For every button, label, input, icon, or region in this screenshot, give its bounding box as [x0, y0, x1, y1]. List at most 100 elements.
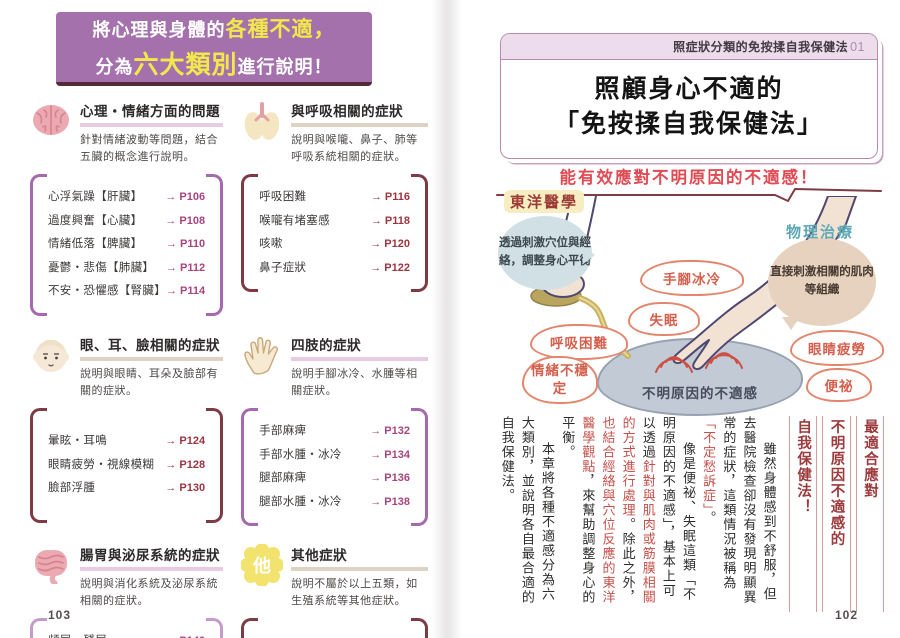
- arrow-icon: →: [370, 238, 382, 251]
- symptom-row: 心浮氣躁【肝臟】 → P106: [48, 186, 205, 210]
- arrow-icon: →: [166, 261, 177, 274]
- symptom-label: 不安・恐懼感【腎臟】: [48, 285, 166, 298]
- arrow-icon: →: [370, 472, 382, 485]
- lungs-icon: [241, 100, 283, 142]
- symptom-row: 腿部水腫・冰冷 → P138: [259, 491, 410, 515]
- symptom-bubble: 眼睛疲勞: [790, 330, 884, 366]
- symptom-list: 暈眩・耳鳴 → P124 眼睛疲勞・視線模糊 → P128 臉部浮腫 → P130: [30, 408, 224, 523]
- article-body: 最適合應對 不明原因不適感的 自我保健法！ 雖然身體感到不舒服，但去醫院檢查卻沒…: [492, 416, 884, 612]
- symptom-label: 手部水腫・冰冷: [259, 448, 342, 461]
- chapter-number: 01: [850, 40, 865, 54]
- section-header: 心理・情緒方面的問題 針對情緒波動等問題，結合五臟的概念進行說明。: [30, 100, 224, 166]
- symptom-label: 呼吸困難: [259, 191, 307, 204]
- page-number-right: 102: [834, 608, 858, 622]
- section-description: 說明與眼睛、耳朵及臉部有關的症狀。: [80, 367, 218, 397]
- section-description: 說明不屬於以上五類，如生殖系統等其他症狀。: [291, 578, 418, 608]
- symptom-list: 心浮氣躁【肝臟】 → P106 過度興奮【心臟】 → P108 情緒低落【脾臟】 → P11…: [30, 174, 224, 316]
- symptom-bubble: 失眠: [628, 302, 700, 336]
- chapter-title-box: 照症狀分類的免按揉自我保健法 01 照顧身心不適的 「免按揉自我保健法」: [500, 33, 878, 159]
- symptom-row: 不安・恐懼感【腎臟】 → P114: [48, 280, 205, 304]
- symptom-row: 腿部麻痺 → P136: [259, 467, 410, 491]
- section-header: 四肢的症狀 說明手腳冰冷、水腫等相關症狀。: [241, 334, 428, 400]
- arrow-icon: →: [166, 285, 177, 298]
- arrow-icon: →: [370, 191, 382, 204]
- banner-highlight: 六大類別: [133, 51, 238, 79]
- page-ref: → P118: [370, 214, 410, 227]
- symptom-row: 手部麻痺 → P132: [259, 420, 410, 444]
- section-title: 心理・情緒方面的問題: [80, 100, 224, 127]
- physiotherapy-bubble-text: 直接刺激相關的肌肉等組織: [770, 266, 874, 296]
- hand-icon: [241, 334, 283, 376]
- symptom-label: 手部麻痺: [259, 425, 307, 437]
- arrow-icon: →: [166, 238, 177, 251]
- banner-text: 進行說明！: [237, 57, 333, 77]
- symptom-label: 情緒低落【脾臟】: [48, 238, 143, 251]
- section-description: 說明手腳冰冷、水腫等相關症狀。: [291, 367, 418, 397]
- chapter-tab-title: 照症狀分類的免按揉自我保健法: [673, 40, 849, 54]
- section-header: 腸胃與泌尿系統的症狀 說明與消化系統及泌尿系統相關的症狀。: [30, 544, 224, 610]
- page-number-left: 103: [48, 608, 72, 622]
- banner-text: 分為: [95, 57, 134, 77]
- page-ref: → P132: [370, 425, 410, 437]
- symptom-label: 頻尿・殘尿: [48, 630, 107, 638]
- page-ref: → P114: [166, 285, 206, 298]
- east-medicine-label: 東洋醫學: [504, 190, 585, 213]
- section-title: 腸胃與泌尿系統的症狀: [80, 544, 224, 572]
- chapter-title: 照顧身心不適的 「免按揉自我保健法」: [501, 60, 877, 158]
- page-gutter: [432, 0, 462, 638]
- symptom-row: 暈眩・耳鳴 → P124: [48, 430, 205, 454]
- symptom-label: 咳嗽: [259, 238, 283, 251]
- arrow-icon: →: [165, 435, 177, 447]
- arrow-icon: →: [165, 214, 177, 227]
- section-face: 眼、耳、臉相關的症狀 說明與眼睛、耳朵及臉部有關的症狀。 暈眩・耳鳴 → P124 …: [30, 334, 224, 523]
- symptom-label: 憂鬱・悲傷【肺臟】: [48, 261, 155, 274]
- illustration: 不明原因的不適感 東洋醫學 透過刺激穴位與經絡，調整身心平衡 物理治療: [488, 190, 892, 420]
- arrow-icon: →: [370, 214, 382, 227]
- section-header: 眼、耳、臉相關的症狀 說明與眼睛、耳朵及臉部有關的症狀。: [30, 334, 224, 400]
- symptom-list: 手部麻痺 → P132 手部水腫・冰冷 → P134 腿部麻痺 → P136 腿部水腫・冰冷…: [241, 408, 428, 527]
- banner-text: 將心理與身體的: [92, 20, 226, 40]
- symptom-row: 喉嚨有堵塞感 → P118: [259, 210, 410, 234]
- article-heading-line: 最適合應對: [855, 416, 884, 612]
- page-ref: → P122: [370, 261, 410, 274]
- banner-highlight: 各種不適，: [225, 18, 336, 41]
- other-badge-icon: 他: [241, 544, 284, 587]
- banner-line-2: 分為六大類別進行說明！: [95, 45, 332, 81]
- arrow-icon: →: [165, 191, 177, 204]
- symptom-bubble: 呼吸困難: [530, 324, 628, 360]
- symptom-row: 呼吸困難 → P116: [259, 186, 410, 210]
- lead-banner-underline: [496, 188, 882, 202]
- section-title: 四肢的症狀: [291, 334, 428, 361]
- page-ref: → P134: [370, 448, 410, 461]
- symptom-label: 臉部浮腫: [48, 482, 96, 495]
- section-limbs: 四肢的症狀 說明手腳冰冷、水腫等相關症狀。 手部麻痺 → P132 手部水腫・冰冷 →…: [241, 334, 428, 527]
- section-description: 說明與消化系統及泌尿系統相關的症狀。: [80, 578, 218, 608]
- symptom-label: 腿部水腫・冰冷: [259, 495, 342, 508]
- symptom-list: 呼吸困難 → P116 喉嚨有堵塞感 → P118 咳嗽 → P120 鼻子症狀 → P122: [241, 174, 428, 293]
- arrow-icon: →: [370, 495, 382, 508]
- section-header: 他 其他症狀 說明不屬於以上五類，如生殖系統等其他症狀。: [241, 544, 428, 610]
- symptom-row: 眼睛疲勞・視線模糊 → P128: [48, 454, 205, 478]
- arrow-icon: →: [370, 261, 382, 274]
- page-ref: →P140: [165, 630, 205, 638]
- symptom-bubble: 便祕: [806, 368, 872, 402]
- symptom-row: 頻尿・殘尿 →P140: [48, 630, 205, 638]
- intestines-icon: [30, 544, 72, 586]
- page-ref: → P130: [165, 482, 206, 495]
- arrow-icon: →: [165, 458, 177, 471]
- page-ref: → P116: [370, 191, 410, 204]
- page-ref: → P124: [165, 435, 206, 447]
- arrow-icon: →: [165, 482, 177, 495]
- section-psych: 心理・情緒方面的問題 針對情緒波動等問題，結合五臟的概念進行說明。 心浮氣躁【肝…: [30, 100, 224, 316]
- arrow-icon: →: [165, 635, 176, 638]
- section-title: 其他症狀: [291, 544, 428, 572]
- symptom-row: 鼻子症狀 → P122: [259, 257, 410, 281]
- symptom-row: 咳嗽 → P120: [259, 233, 410, 257]
- lead-banner: 能有效應對不明原因的不適感！: [559, 169, 819, 187]
- page-ref: → P120: [370, 238, 410, 251]
- chapter-tab: 照症狀分類的免按揉自我保健法 01: [501, 34, 877, 60]
- symptom-row: 憂鬱・悲傷【肺臟】 → P112: [48, 257, 205, 281]
- page-ref: → P128: [165, 458, 206, 471]
- section-title: 與呼吸相關的症狀: [291, 100, 428, 127]
